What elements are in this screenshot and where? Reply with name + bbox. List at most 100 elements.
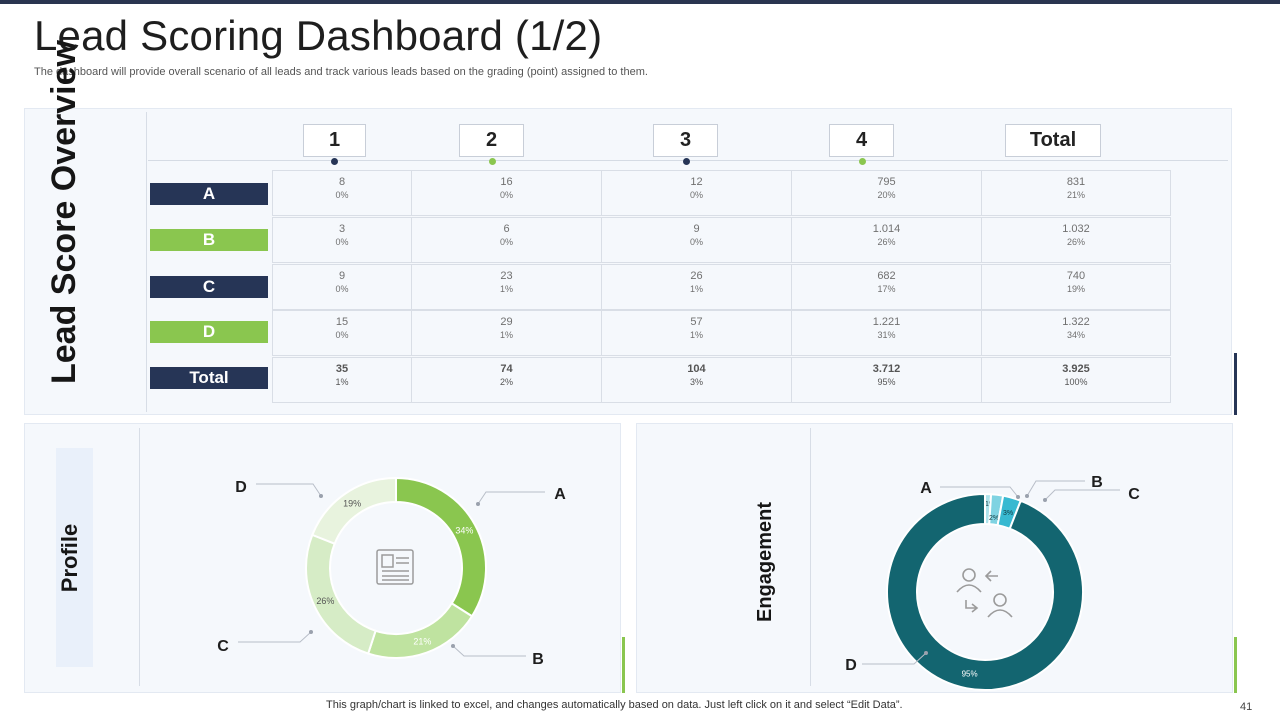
table-cell: 23 1% xyxy=(411,264,602,310)
engagement-callout-dot-b xyxy=(1025,494,1029,498)
cell-value: 8 xyxy=(338,176,346,188)
cell-percent: 95% xyxy=(877,377,896,387)
engagement-callout-dot-a xyxy=(1016,495,1020,499)
cell-percent: 0% xyxy=(689,190,703,200)
profile-slice-label-b: 21% xyxy=(413,636,431,646)
profile-callout-line-a xyxy=(477,491,545,505)
column-marker-dot xyxy=(859,158,866,165)
cell-percent: 20% xyxy=(877,190,896,200)
column-header-4: 4 xyxy=(829,124,894,157)
engagement-callout-dot-c xyxy=(1043,498,1047,502)
profile-category-label-b: B xyxy=(532,651,544,668)
column-marker-dot xyxy=(489,158,496,165)
cell-percent: 0% xyxy=(689,237,703,247)
cell-percent: 1% xyxy=(689,330,703,340)
profile-callout-line-b xyxy=(452,645,526,657)
profile-slice-d xyxy=(311,476,397,546)
cell-value: 9 xyxy=(338,270,346,282)
user-swap-icon-part xyxy=(984,570,998,582)
table-cell: 104 3% xyxy=(601,357,792,403)
column-header-total: Total xyxy=(1005,124,1101,157)
user-swap-icon-part xyxy=(965,600,979,613)
table-cell: 9 0% xyxy=(601,217,792,263)
engagement-slice-d xyxy=(886,492,1084,691)
row-header-b: B xyxy=(150,229,268,251)
id-card-icon xyxy=(376,549,414,585)
engagement-callout-line-b xyxy=(1026,480,1085,497)
accent-bar xyxy=(622,637,625,693)
profile-category-label-c: C xyxy=(217,638,229,655)
table-cell: 8 0% xyxy=(272,170,412,216)
page-subtitle: The dashboard will provide overall scena… xyxy=(34,66,648,78)
profile-slice-label-c: 26% xyxy=(316,596,334,606)
column-header-3: 3 xyxy=(653,124,718,157)
cell-percent: 1% xyxy=(689,284,703,294)
cell-value: 15 xyxy=(335,316,349,328)
profile-category-label-d: D xyxy=(235,479,247,496)
cell-value: 9 xyxy=(693,223,700,235)
profile-slice-c xyxy=(305,533,377,655)
profile-callout-dot-d xyxy=(319,494,323,498)
cell-value: 795 xyxy=(877,176,896,188)
engagement-category-label-b: B xyxy=(1091,474,1103,491)
engagement-category-label-c: C xyxy=(1128,486,1140,503)
cell-value: 3.712 xyxy=(872,363,901,375)
cell-value: 3.925 xyxy=(1062,363,1090,375)
table-cell: 6 0% xyxy=(411,217,602,263)
panel-divider xyxy=(810,428,811,686)
user-swap-icon-part xyxy=(987,609,1013,618)
cell-value: 1.221 xyxy=(872,316,901,328)
user-swap-icon-part xyxy=(956,584,982,593)
cell-percent: 1% xyxy=(335,377,349,387)
engagement-slice-label-d: 95% xyxy=(962,670,978,679)
table-cell: 3.925 100% xyxy=(981,357,1171,403)
profile-callout-dot-a xyxy=(476,502,480,506)
page-title: Lead Scoring Dashboard (1/2) xyxy=(34,12,603,59)
row-header-total: Total xyxy=(150,367,268,389)
cell-value: 831 xyxy=(1066,176,1086,188)
engagement-category-label-d: D xyxy=(845,657,857,674)
user-swap-icon-part xyxy=(993,593,1007,607)
table-cell: 35 1% xyxy=(272,357,412,403)
cell-value: 104 xyxy=(687,363,706,375)
cell-value: 1.032 xyxy=(1062,223,1090,235)
cell-percent: 31% xyxy=(877,330,896,340)
page-number: 41 xyxy=(1240,701,1253,713)
accent-bar xyxy=(1234,353,1237,415)
profile-slice-b xyxy=(366,601,474,659)
row-header-c: C xyxy=(150,276,268,298)
engagement-callout-line-c xyxy=(1044,489,1120,501)
table-cell: 795 20% xyxy=(791,170,982,216)
cell-value: 682 xyxy=(877,270,896,282)
cell-value: 16 xyxy=(500,176,513,188)
cell-value: 26 xyxy=(690,270,703,282)
accent-bar xyxy=(1234,637,1237,693)
cell-percent: 34% xyxy=(1066,330,1085,340)
cell-percent: 17% xyxy=(877,284,896,294)
table-cell: 1.221 31% xyxy=(791,310,982,356)
cell-value: 6 xyxy=(503,223,510,235)
table-cell: 12 0% xyxy=(601,170,792,216)
profile-callout-dot-b xyxy=(451,644,455,648)
row-header-a: A xyxy=(150,183,268,205)
id-card-icon-part xyxy=(376,549,414,585)
profile-label-background xyxy=(56,448,93,667)
engagement-category-label-a: A xyxy=(920,480,932,497)
cell-percent: 0% xyxy=(335,190,349,200)
table-cell: 831 21% xyxy=(981,170,1171,216)
profile-callout-dot-c xyxy=(309,630,313,634)
cell-percent: 0% xyxy=(499,237,513,247)
panel-divider xyxy=(146,112,147,412)
id-card-icon-part xyxy=(381,554,394,568)
top-rule xyxy=(0,0,1280,4)
cell-percent: 19% xyxy=(1066,284,1085,294)
table-cell: 1.032 26% xyxy=(981,217,1171,263)
table-cell: 1.322 34% xyxy=(981,310,1171,356)
panel-divider xyxy=(139,428,140,686)
user-swap-icon-part xyxy=(962,568,976,582)
engagement-slice-label-c: 3% xyxy=(1003,510,1013,517)
table-cell: 9 0% xyxy=(272,264,412,310)
column-header-1: 1 xyxy=(303,124,366,157)
cell-percent: 0% xyxy=(335,284,349,294)
